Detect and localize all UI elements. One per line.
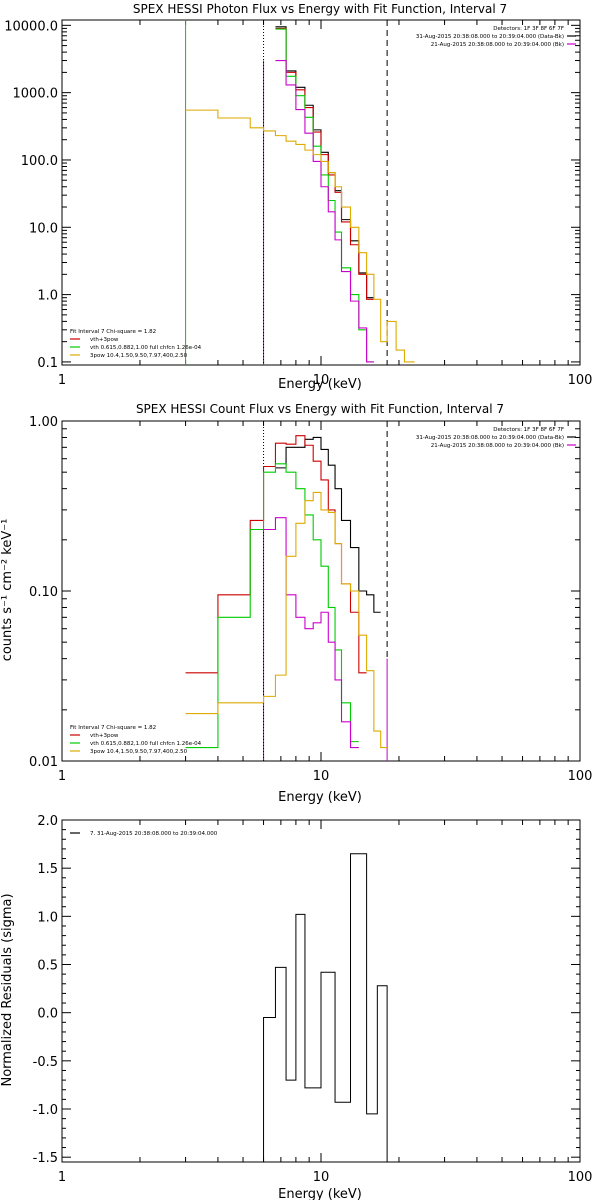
y-axis-label: Normalized Residuals (sigma) (0, 893, 15, 1086)
y-tick-label: 100.0 (21, 154, 58, 169)
y-tick-label: 10000.0 (4, 19, 58, 34)
data-series-histogram (275, 59, 374, 363)
legend-entry: vth 0.615,0.882,1.00 full chfcn 1.26e-04 (90, 345, 202, 351)
info-line: 21-Aug-2015 20:38:08.000 to 20:39:04.000… (431, 42, 564, 48)
x-tick-label: 10 (313, 373, 330, 388)
data-series-histogram (263, 517, 359, 749)
x-axis-label: Energy (keV) (278, 377, 362, 392)
x-tick-label: 100 (568, 373, 593, 388)
legend-entry: 3pow 10.4,1.50,9.50,7.97,400,2.50 (90, 353, 188, 359)
data-series-histogram (185, 491, 388, 749)
y-tick-label: 10.0 (29, 221, 58, 236)
data-series-histogram (275, 436, 381, 613)
residuals-panel: Energy (keV) Normalized Residuals (sigma… (0, 814, 592, 1200)
chart-title: SPEX HESSI Count Flux vs Energy with Fit… (136, 402, 504, 416)
residual-series (263, 853, 388, 1162)
x-tick-label: 1 (58, 769, 66, 784)
data-series-histogram (185, 109, 415, 363)
y-tick-label: -0.5 (33, 1055, 58, 1070)
x-tick-label: 100 (568, 1170, 593, 1185)
x-axis-label: Energy (keV) (278, 1187, 362, 1200)
y-tick-label: 0.1 (37, 356, 58, 371)
data-layer (263, 853, 388, 1162)
y-tick-label: 1.0 (37, 910, 58, 925)
y-tick-label: 1.5 (37, 862, 58, 877)
x-tick-label: 100 (568, 769, 593, 784)
data-series-histogram (275, 27, 374, 300)
legend-entry: vth+3pow (90, 733, 119, 739)
count-flux-panel: SPEX HESSI Count Flux vs Energy with Fit… (0, 402, 592, 805)
data-layer (185, 421, 388, 761)
info-line: 31-Aug-2015 20:38:08.000 to 20:39:04.000… (416, 435, 564, 441)
legend-entry: 7. 31-Aug-2015 20:38:08.000 to 20:39:04.… (90, 831, 218, 837)
x-tick-label: 1 (58, 1170, 66, 1185)
legend-entry: Fit Interval 7 Chi-square = 1.82 (70, 725, 156, 731)
legend-entry: Fit Interval 7 Chi-square = 1.82 (70, 329, 156, 335)
legend-entry: vth+3pow (90, 337, 119, 343)
y-tick-label: 0.01 (29, 755, 58, 770)
photon-flux-panel: SPEX HESSI Photon Flux vs Energy with Fi… (4, 2, 592, 392)
y-axis-label: counts s⁻¹ cm⁻² keV⁻¹ (0, 519, 15, 662)
legend-entry: 3pow 10.4,1.50,9.50,7.97,400,2.50 (90, 749, 188, 755)
y-tick-label: 2.0 (37, 814, 58, 829)
x-tick-label: 10 (313, 769, 330, 784)
data-layer (185, 20, 415, 365)
y-tick-label: 1000.0 (13, 87, 59, 102)
y-tick-label: -1.0 (33, 1103, 58, 1118)
x-axis-label: Energy (keV) (278, 790, 362, 805)
x-tick-label: 1 (58, 373, 66, 388)
info-line: 21-Aug-2015 20:38:08.000 to 20:39:04.000… (431, 443, 564, 449)
data-series-histogram (185, 435, 367, 674)
data-series-histogram (185, 463, 359, 749)
plot-frame (61, 19, 581, 366)
y-tick-label: 1.00 (29, 415, 58, 430)
y-tick-label: 1.0 (37, 289, 58, 304)
y-tick-label: 0.5 (37, 959, 58, 974)
y-tick-label: -1.5 (33, 1151, 58, 1166)
y-tick-label: 0.10 (29, 585, 58, 600)
info-line: Detectors: 1F 3F 8F 6F 7F (493, 26, 564, 32)
info-line: Detectors: 1F 3F 8F 6F 7F (493, 427, 564, 433)
chart-title: SPEX HESSI Photon Flux vs Energy with Fi… (133, 2, 507, 16)
legend-entry: vth 0.615,0.882,1.00 full chfcn 1.26e-04 (90, 741, 202, 747)
x-tick-label: 10 (313, 1170, 330, 1185)
info-line: 31-Aug-2015 20:38:08.000 to 20:39:04.000… (416, 34, 564, 40)
y-tick-label: 0.0 (37, 1007, 58, 1022)
